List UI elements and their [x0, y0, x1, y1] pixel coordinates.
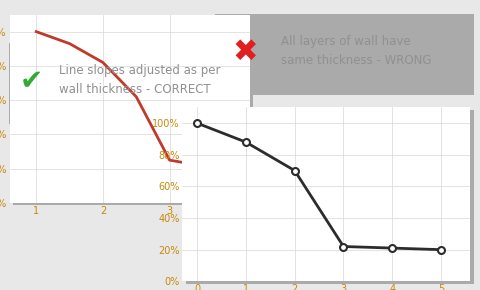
- Text: ✖: ✖: [232, 38, 258, 67]
- Text: ✔: ✔: [20, 67, 43, 95]
- Text: All layers of wall have
same thickness - WRONG: All layers of wall have same thickness -…: [281, 35, 432, 67]
- Text: Line slopes adjusted as per
wall thickness - CORRECT: Line slopes adjusted as per wall thickne…: [59, 64, 220, 96]
